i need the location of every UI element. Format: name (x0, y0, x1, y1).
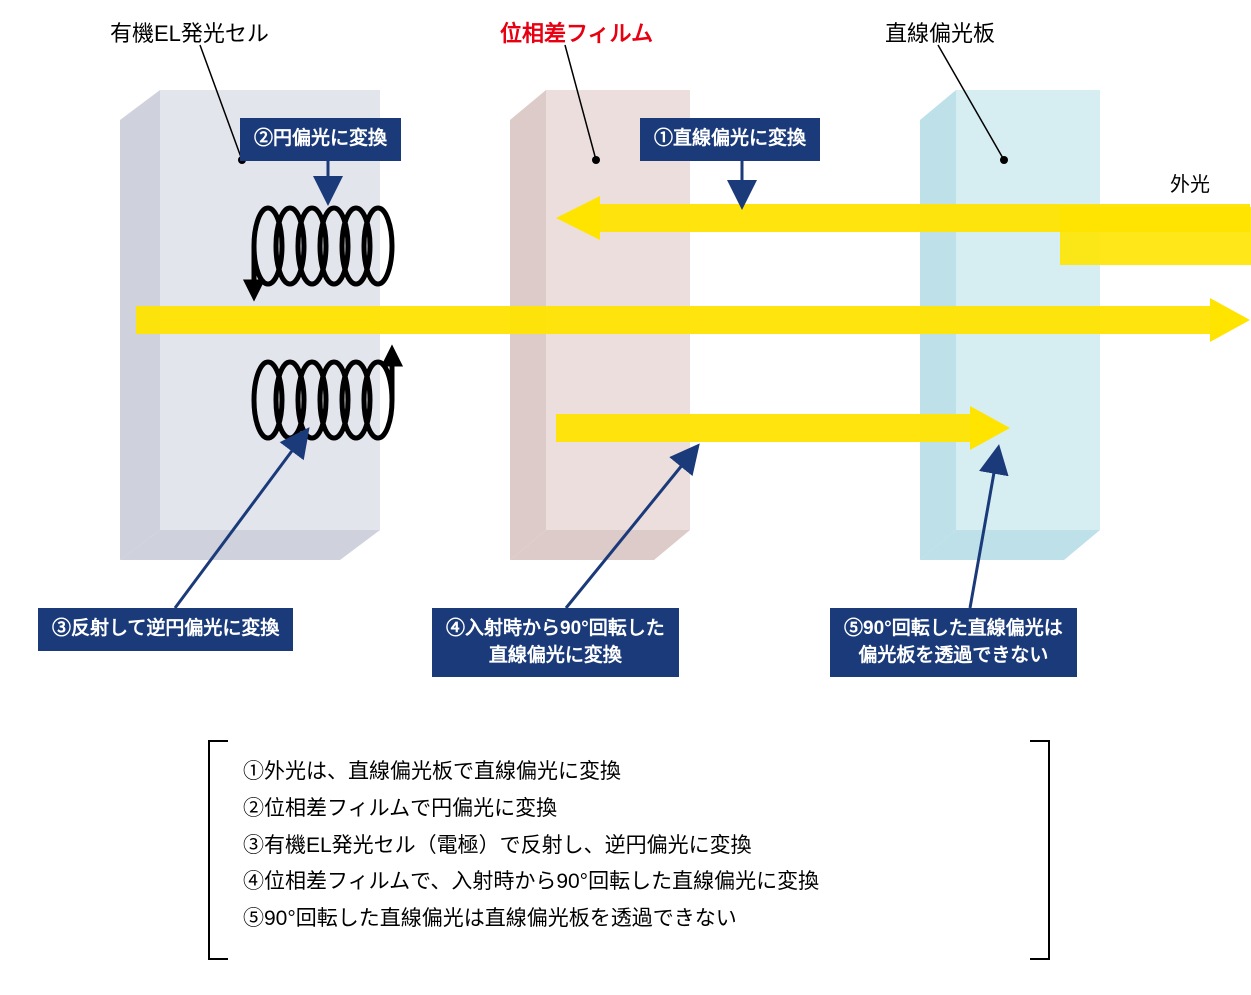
label-external-light: 外光 (1170, 168, 1210, 197)
callout-2: ②円偏光に変換 (240, 118, 401, 161)
legend-line-1: ①外光は、直線偏光板で直線偏光に変換 (243, 754, 1043, 791)
diagram-container: 有機EL発光セル 位相差フィルム 直線偏光板 外光 ①直線偏光に変換 ②円偏光に… (0, 0, 1251, 995)
legend-box: ①外光は、直線偏光板で直線偏光に変換 ②位相差フィルムで円偏光に変換 ③有機EL… (225, 740, 1061, 952)
callout-5: ⑤90°回転した直線偏光は 偏光板を透過できない (830, 608, 1077, 677)
legend-line-2: ②位相差フィルムで円偏光に変換 (243, 791, 1043, 828)
legend-line-3: ③有機EL発光セル（電極）で反射し、逆円偏光に変換 (243, 828, 1043, 865)
legend-line-4: ④位相差フィルムで、入射時から90°回転した直線偏光に変換 (243, 864, 1043, 901)
label-oled-cell: 有機EL発光セル (110, 16, 269, 48)
arrow-c4 (566, 448, 696, 608)
callout-4: ④入射時から90°回転した 直線偏光に変換 (432, 608, 679, 677)
plate-polarizer (920, 90, 1100, 560)
arrow-c3 (175, 432, 306, 608)
label-retardation-film: 位相差フィルム (500, 16, 653, 48)
callout-3: ③反射して逆円偏光に変換 (38, 608, 293, 651)
spiral-bottom-ccw (254, 350, 399, 438)
legend-line-5: ⑤90°回転した直線偏光は直線偏光板を透過できない (243, 901, 1043, 938)
external-light-beam-wide (1060, 207, 1251, 265)
arrow-incoming-linear (556, 196, 1250, 240)
label-linear-polarizer: 直線偏光板 (885, 16, 995, 48)
arrow-blocked (556, 406, 1010, 450)
arrow-emitted-out (136, 298, 1250, 342)
callout-1: ①直線偏光に変換 (640, 118, 820, 161)
spiral-top-cw (247, 208, 392, 296)
arrow-c5 (970, 450, 998, 608)
